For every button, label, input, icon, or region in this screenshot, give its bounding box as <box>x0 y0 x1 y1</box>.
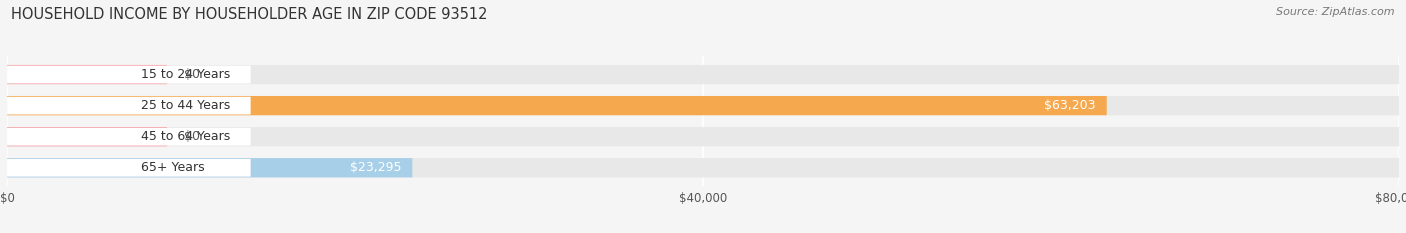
FancyBboxPatch shape <box>7 66 250 83</box>
FancyBboxPatch shape <box>7 96 1399 115</box>
FancyBboxPatch shape <box>7 96 1107 115</box>
Text: Source: ZipAtlas.com: Source: ZipAtlas.com <box>1277 7 1395 17</box>
Text: 65+ Years: 65+ Years <box>141 161 205 174</box>
FancyBboxPatch shape <box>7 127 167 146</box>
Text: 25 to 44 Years: 25 to 44 Years <box>141 99 231 112</box>
FancyBboxPatch shape <box>7 159 250 177</box>
FancyBboxPatch shape <box>7 127 1399 146</box>
FancyBboxPatch shape <box>7 65 1399 84</box>
Text: $63,203: $63,203 <box>1045 99 1095 112</box>
FancyBboxPatch shape <box>7 158 1399 177</box>
FancyBboxPatch shape <box>7 65 167 84</box>
Text: $0: $0 <box>184 68 200 81</box>
Text: 15 to 24 Years: 15 to 24 Years <box>141 68 231 81</box>
Text: HOUSEHOLD INCOME BY HOUSEHOLDER AGE IN ZIP CODE 93512: HOUSEHOLD INCOME BY HOUSEHOLDER AGE IN Z… <box>11 7 488 22</box>
FancyBboxPatch shape <box>7 158 412 177</box>
Text: $23,295: $23,295 <box>350 161 401 174</box>
FancyBboxPatch shape <box>7 128 250 146</box>
Text: 45 to 64 Years: 45 to 64 Years <box>141 130 231 143</box>
FancyBboxPatch shape <box>7 97 250 114</box>
Text: $0: $0 <box>184 130 200 143</box>
